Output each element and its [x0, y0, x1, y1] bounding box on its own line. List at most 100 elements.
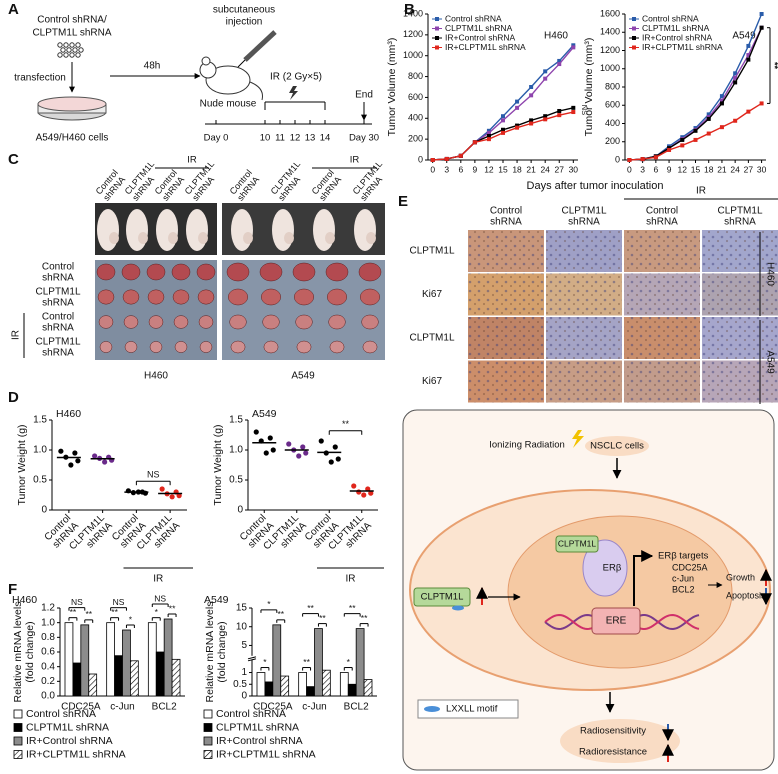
x-tick-label: 6 [653, 164, 658, 174]
point [501, 114, 505, 119]
tumor [325, 262, 349, 282]
label: Growth [726, 572, 755, 582]
point [733, 118, 738, 123]
annotation: ** [70, 607, 77, 617]
annotation: ** [111, 607, 118, 617]
mouse [205, 65, 251, 95]
point [733, 80, 738, 85]
tumor [362, 340, 378, 354]
tumor [197, 289, 215, 305]
label: End [355, 90, 373, 101]
point [351, 483, 357, 489]
y-tick-label: 1200 [403, 29, 423, 39]
label: ERE [606, 616, 627, 627]
annotation: * [347, 657, 351, 667]
point [667, 147, 672, 152]
text-line: Control [42, 261, 74, 272]
tumor [147, 289, 165, 305]
x-tick-label: 15 [691, 164, 701, 174]
tumor [99, 341, 113, 353]
panel-letter: E [398, 193, 408, 210]
point [72, 450, 78, 456]
text-line: shRNA [42, 272, 74, 283]
point [719, 125, 724, 130]
row-label: Control shRNA [42, 261, 74, 283]
bar [130, 660, 139, 697]
mouse-photo [186, 209, 208, 251]
text-line: shRNA [568, 216, 600, 227]
tumor-bump [284, 232, 294, 244]
point [759, 25, 764, 30]
group-label: IR [696, 186, 706, 197]
point [300, 444, 306, 450]
row-label: CLPTM1L [409, 333, 454, 344]
point [368, 490, 374, 496]
legend-marker [632, 45, 636, 50]
text-line: CLPTM1L [717, 205, 762, 216]
annotation: ** [277, 609, 284, 619]
tumor [262, 314, 280, 330]
x-tick-label: 9 [667, 164, 672, 174]
point [640, 157, 645, 162]
ihc-texture [468, 230, 544, 272]
legend-label: CLPTM1L shRNA [216, 721, 299, 733]
y-tick-label: 0 [418, 154, 423, 164]
annotation: ** [349, 603, 356, 613]
point [693, 128, 698, 133]
bar [339, 672, 349, 697]
ihc-texture [546, 273, 622, 316]
point [680, 143, 685, 148]
column-label: CLPTM1LshRNA [269, 159, 310, 203]
text-line: shRNA [490, 216, 522, 227]
y-tick-label: 1000 [600, 63, 620, 73]
y-tick-label: 0 [237, 505, 243, 516]
point [759, 101, 764, 106]
tumor [171, 263, 191, 281]
text-line: (fold change) [216, 621, 228, 682]
virus-dot [60, 47, 66, 53]
point [653, 155, 658, 160]
x-tick-label: BCL2 [344, 702, 369, 713]
text-line: shRNA [42, 347, 74, 358]
annotation: NS [580, 105, 589, 115]
point [557, 58, 562, 63]
tumor [228, 288, 248, 306]
tumor-bump [138, 232, 148, 244]
y-tick-label: 1.5 [229, 415, 243, 426]
bar [347, 683, 357, 697]
tumor [296, 340, 312, 354]
x-tick-label: 12 [484, 164, 494, 174]
x-tick-label: 27 [744, 164, 754, 174]
legend-marker [632, 26, 636, 31]
mouse-tail [249, 81, 263, 101]
annotation: ** [319, 613, 326, 623]
virus-dot [57, 52, 63, 58]
x-tick-label: 0 [430, 164, 435, 174]
label: IR (2 Gy×5) [270, 72, 322, 83]
point [332, 444, 338, 450]
y-tick-label: 1400 [600, 27, 620, 37]
y-tick-label: 0.5 [233, 679, 247, 690]
panel-letter: A [8, 1, 19, 18]
tumor [328, 314, 346, 330]
bar [322, 669, 331, 697]
y-tick-label: 10 [236, 621, 248, 632]
row-label: CLPTM1L shRNA [35, 336, 80, 358]
point [92, 453, 98, 459]
annotation: NS [147, 470, 160, 480]
point [746, 43, 751, 48]
legend-label: IR+Control shRNA [642, 32, 712, 42]
legend-swatch [203, 709, 213, 719]
ihc-texture [624, 360, 700, 403]
x-tick-label: CDC25A [253, 702, 293, 713]
annotation: ** [85, 609, 92, 619]
tumor-bump [198, 232, 208, 244]
point [318, 438, 324, 444]
legend-label: IR+Control shRNA [26, 735, 113, 747]
cell-line-label: A549 [764, 350, 775, 374]
ihc-texture [624, 230, 700, 272]
column-label: CLPTM1LshRNA [183, 159, 224, 203]
bar [298, 672, 307, 697]
